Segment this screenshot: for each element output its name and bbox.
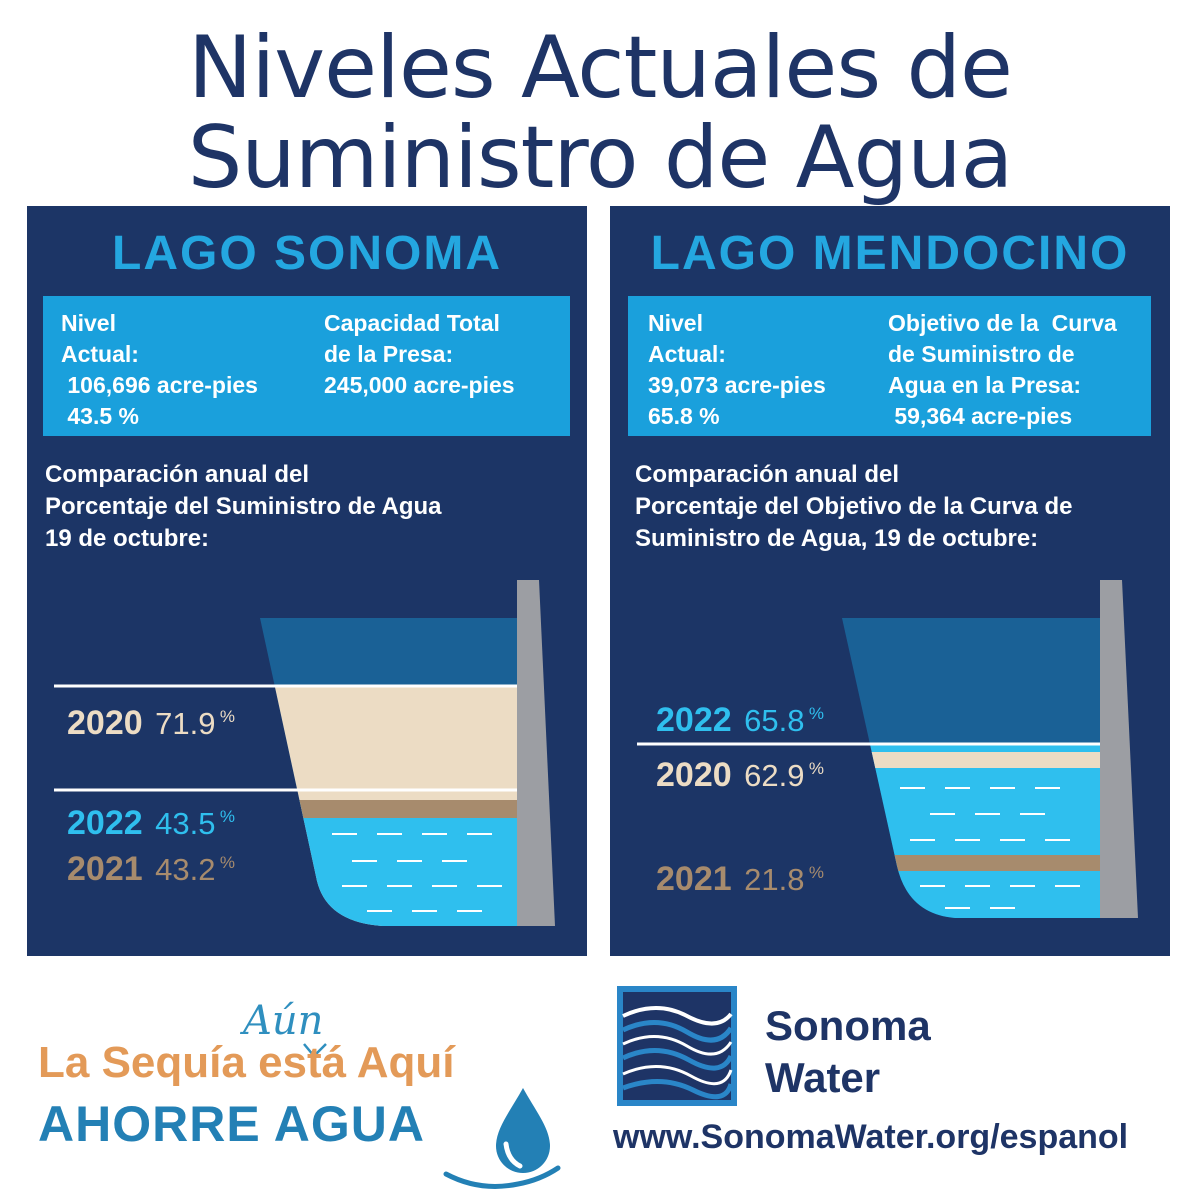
insert-caret-icon: [303, 1043, 327, 1058]
sonoma-compare-line: Comparación anual del: [45, 461, 310, 488]
mendocino-band-2021: [842, 855, 1100, 871]
sonoma-unit-2022: %: [220, 807, 235, 826]
mendocino-comparison-text: Comparación anual del Porcentaje del Obj…: [635, 459, 1072, 555]
mendocino-reservoir-chart: 2022 65.8 % 2020 62.9 % 2021 21.8 %: [637, 580, 1138, 918]
sonoma-value-2020: 71.9: [155, 706, 215, 741]
page-title-line1: Niveles Actuales de: [188, 18, 1013, 118]
mendocino-value-2021: 21.8: [744, 862, 804, 897]
water-drop-icon: [443, 1088, 561, 1189]
sonoma-info-line: 43.5 %: [61, 403, 139, 429]
mendocino-info-line: 39,073 acre-pies: [648, 372, 826, 398]
mendocino-band-2020: [842, 752, 1100, 768]
sonoma-comparison-text: Comparación anual del Porcentaje del Sum…: [45, 459, 442, 555]
website-url: www.SonomaWater.org/espanol: [613, 1118, 1129, 1156]
sonoma-band-2022: [260, 800, 517, 926]
sonoma-reservoir-chart: 2020 71.9 % 2022 43.5 % 2021 43.2 %: [54, 580, 555, 926]
sonoma-current-level: Nivel Actual: 106,696 acre-pies 43.5 %: [61, 308, 258, 432]
sonoma-wave-lines: [332, 833, 502, 912]
drought-slogan: La Sequía está Aquí: [38, 1038, 455, 1087]
mendocino-dam: [1100, 580, 1138, 918]
mendocino-panel: LAGO MENDOCINO Nivel Actual: 39,073 acre…: [610, 206, 1170, 956]
sonoma-label-2020: 2020 71.9 %: [67, 704, 235, 742]
sonoma-band-2021: [260, 800, 517, 818]
sonoma-info-line: Capacidad Total: [324, 310, 500, 336]
sonoma-year-2021: 2021: [67, 850, 143, 888]
sonoma-panel: LAGO SONOMA Nivel Actual: 106,696 acre-p…: [27, 206, 587, 956]
mendocino-unit-2022: %: [809, 704, 824, 723]
mendocino-label-2021: 2021 21.8 %: [656, 860, 824, 898]
mendocino-unit-2020: %: [809, 759, 824, 778]
mendocino-info-line: Actual:: [648, 341, 726, 367]
mendocino-basin: [842, 618, 1100, 918]
mendocino-band-2022: [842, 744, 1100, 918]
mendocino-compare-line: Suministro de Agua, 19 de octubre:: [635, 525, 1039, 552]
sonoma-info-box: Nivel Actual: 106,696 acre-pies 43.5 % C…: [43, 296, 570, 436]
sonoma-value-2021: 43.2: [155, 852, 215, 887]
mendocino-info-line: de Suministro de: [888, 341, 1075, 367]
sonoma-water-brand: Sonoma Water: [765, 1000, 931, 1104]
mendocino-label-2020: 2020 62.9 %: [656, 756, 824, 794]
mendocino-current-level: Nivel Actual: 39,073 acre-pies 65.8 %: [648, 308, 826, 432]
sonoma-info-line: Nivel: [61, 310, 116, 336]
sonoma-compare-line: Porcentaje del Suministro de Agua: [45, 493, 442, 520]
mendocino-value-2020: 62.9: [744, 758, 804, 793]
mendocino-year-2022: 2022: [656, 701, 732, 739]
mendocino-unit-2021: %: [809, 863, 824, 882]
mendocino-label-2022: 2022 65.8 %: [656, 701, 824, 739]
sonoma-label-2021: 2021 43.2 %: [67, 850, 235, 888]
sonoma-dam: [517, 580, 555, 926]
mendocino-curve-target: Objetivo de la Curva de Suministro de Ag…: [888, 308, 1117, 432]
mendocino-compare-line: Porcentaje del Objetivo de la Curva de: [635, 493, 1073, 520]
sonoma-label-2022: 2022 43.5 %: [67, 804, 235, 842]
mendocino-wave-lines: [900, 787, 1080, 909]
sonoma-info-line: Actual:: [61, 341, 139, 367]
mendocino-year-2021: 2021: [656, 860, 732, 898]
sonoma-info-line: de la Presa:: [324, 341, 454, 367]
mendocino-info-line: 59,364 acre-pies: [888, 403, 1073, 429]
save-water-slogan: AHORRE AGUA: [38, 1096, 425, 1152]
sonoma-title: LAGO SONOMA: [112, 227, 502, 280]
mendocino-info-line: Nivel: [648, 310, 703, 336]
sonoma-unit-2020: %: [220, 707, 235, 726]
mendocino-info-line: Objetivo de la Curva: [888, 310, 1117, 336]
sonoma-compare-line: 19 de octubre:: [45, 525, 210, 552]
sonoma-info-line: 106,696 acre-pies: [61, 372, 258, 398]
sonoma-value-2022: 43.5: [155, 806, 215, 841]
sonoma-year-2022: 2022: [67, 804, 143, 842]
mendocino-info-box: Nivel Actual: 39,073 acre-pies 65.8 % Ob…: [628, 296, 1151, 436]
mendocino-info-line: Agua en la Presa:: [888, 372, 1082, 398]
mendocino-info-line: 65.8 %: [648, 403, 720, 429]
sonoma-info-line: 245,000 acre-pies: [324, 372, 515, 398]
sonoma-basin: [260, 618, 517, 926]
aun-handwritten: Aún: [243, 998, 324, 1044]
page-title-line2: Suministro de Agua: [187, 108, 1014, 208]
brand-line: Sonoma: [765, 1002, 931, 1049]
sonoma-water-logo-icon: [617, 986, 737, 1106]
mendocino-title: LAGO MENDOCINO: [650, 227, 1130, 280]
mendocino-value-2022: 65.8: [744, 703, 804, 738]
mendocino-compare-line: Comparación anual del: [635, 461, 900, 488]
sonoma-unit-2021: %: [220, 853, 235, 872]
sonoma-total-capacity: Capacidad Total de la Presa: 245,000 acr…: [324, 308, 515, 401]
sonoma-year-2020: 2020: [67, 704, 143, 742]
brand-line: Water: [765, 1054, 881, 1101]
mendocino-year-2020: 2020: [656, 756, 732, 794]
